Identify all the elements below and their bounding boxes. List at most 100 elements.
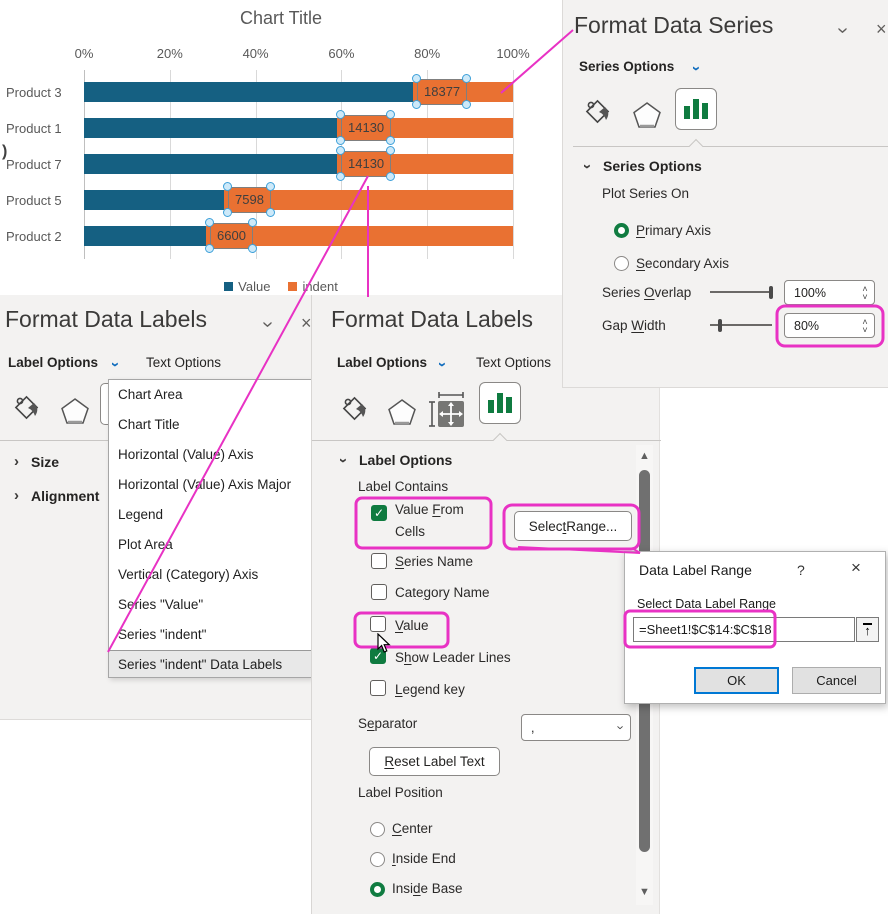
category-name-label[interactable]: Category Name <box>395 585 490 600</box>
menu-item-selected[interactable]: Series "indent" Data Labels <box>109 650 311 677</box>
menu-item[interactable]: Chart Title <box>118 417 180 432</box>
selection-handle[interactable] <box>223 182 232 191</box>
selection-handle[interactable] <box>386 136 395 145</box>
series-options-icon-selected[interactable] <box>675 88 717 130</box>
show-leader-lines-label[interactable]: Show Leader Lines <box>395 650 511 665</box>
selection-handle[interactable] <box>412 74 421 83</box>
category-label[interactable]: Product 1 <box>6 121 62 136</box>
series-overlap-slider-handle[interactable] <box>769 286 773 299</box>
chart-title[interactable]: Chart Title <box>239 8 323 28</box>
size-properties-icon[interactable] <box>429 392 467 433</box>
tab-label-options[interactable]: Label Options <box>337 355 428 370</box>
menu-item[interactable]: Plot Area <box>118 537 173 552</box>
select-range-button[interactable]: Selec t Range... <box>514 511 632 541</box>
value-checkbox[interactable] <box>370 616 386 632</box>
category-label[interactable]: Product 2 <box>6 229 62 244</box>
series-overlap-spinner[interactable]: 100% ˄ ˅ <box>784 280 875 305</box>
center-radio[interactable] <box>370 822 385 837</box>
menu-item[interactable]: Vertical (Category) Axis <box>118 567 259 582</box>
section-alignment[interactable]: Alignment <box>31 488 100 504</box>
selection-handle[interactable] <box>266 208 275 217</box>
selection-handle[interactable] <box>336 136 345 145</box>
legend-key-checkbox[interactable] <box>370 680 386 696</box>
value-from-cells-label[interactable]: Value From <box>395 502 464 517</box>
help-icon[interactable]: ? <box>797 562 805 578</box>
pane-close-icon[interactable]: × <box>301 313 312 333</box>
bar-segment-value[interactable] <box>84 118 337 138</box>
legend-key-label[interactable]: Legend key <box>395 682 465 697</box>
selection-handle[interactable] <box>462 74 471 83</box>
bar-segment-value[interactable] <box>84 190 224 210</box>
effects-icon[interactable] <box>60 397 90 430</box>
separator-dropdown[interactable]: , › <box>521 714 631 741</box>
bar-segment-value[interactable] <box>84 82 413 102</box>
show-leader-lines-checkbox[interactable] <box>370 648 386 664</box>
scroll-up-icon[interactable]: ▲ <box>639 450 650 462</box>
close-icon[interactable]: × <box>851 558 861 577</box>
bar-segment-value[interactable] <box>84 226 206 246</box>
chart-area[interactable]: Chart Title 0% 20% 40% 60% 80% 100% Product 3… <box>0 0 562 295</box>
section-size[interactable]: Size <box>31 454 60 470</box>
pane-options-chevron-icon[interactable]: › <box>256 321 279 328</box>
category-label[interactable]: Product 3 <box>6 85 62 100</box>
bar-segment-value[interactable] <box>84 154 337 174</box>
data-label[interactable]: 18377 <box>417 79 468 105</box>
spinner-arrows-icon[interactable]: ˄ ˅ <box>862 316 868 335</box>
category-label[interactable]: Product 7 <box>6 157 62 172</box>
section-series-options[interactable]: Series Options <box>603 158 702 174</box>
primary-axis-label[interactable]: Primary Axis <box>636 223 712 238</box>
fill-line-icon[interactable] <box>340 394 372 431</box>
effects-icon[interactable] <box>632 101 662 134</box>
selection-handle[interactable] <box>336 146 345 155</box>
fill-line-icon[interactable] <box>583 97 615 134</box>
tab-text-options[interactable]: Text Options <box>146 355 222 370</box>
menu-item[interactable]: Series "indent" <box>118 627 207 642</box>
menu-item[interactable]: Horizontal (Value) Axis <box>118 447 254 462</box>
inside-end-label[interactable]: Inside End <box>392 851 456 866</box>
selection-handle[interactable] <box>386 172 395 181</box>
selection-handle[interactable] <box>205 218 214 227</box>
selection-handle[interactable] <box>412 100 421 109</box>
tab-series-options[interactable]: Series Options <box>579 59 675 74</box>
legend-item[interactable]: indent <box>288 279 338 294</box>
data-label[interactable]: 6600 <box>210 223 253 249</box>
category-name-checkbox[interactable] <box>371 584 387 600</box>
data-label[interactable]: 14130 <box>341 151 392 177</box>
menu-item[interactable]: Horizontal (Value) Axis Major <box>118 477 292 492</box>
series-overlap-slider[interactable] <box>710 291 772 293</box>
gap-width-slider-handle[interactable] <box>718 319 722 332</box>
chevron-down-icon[interactable]: › <box>434 362 451 367</box>
inside-base-radio[interactable] <box>370 882 385 897</box>
chevron-right-icon[interactable]: › <box>14 487 19 504</box>
pane-options-chevron-icon[interactable]: › <box>831 27 854 34</box>
menu-item[interactable]: Series "Value" <box>118 597 204 612</box>
selection-handle[interactable] <box>266 182 275 191</box>
selection-handle[interactable] <box>336 110 345 119</box>
inside-base-label[interactable]: Inside Base <box>392 881 463 896</box>
series-name-checkbox[interactable] <box>371 553 387 569</box>
center-label[interactable]: Center <box>392 821 433 836</box>
category-label[interactable]: Product 5 <box>6 193 62 208</box>
series-name-label[interactable]: Series Name <box>395 554 474 569</box>
pane-close-icon[interactable]: × <box>876 19 887 39</box>
tab-label-options[interactable]: Label Options <box>8 355 99 370</box>
selection-handle[interactable] <box>386 110 395 119</box>
spinner-arrows-icon[interactable]: ˄ ˅ <box>862 283 868 302</box>
tab-text-options[interactable]: Text Options <box>476 355 552 370</box>
selection-handle[interactable] <box>205 244 214 253</box>
data-label[interactable]: 14130 <box>341 115 392 141</box>
selection-handle[interactable] <box>462 100 471 109</box>
selection-handle[interactable] <box>386 146 395 155</box>
chevron-down-icon[interactable]: › <box>579 164 596 169</box>
secondary-axis-radio[interactable] <box>614 256 629 271</box>
ok-button[interactable]: OK <box>694 667 779 694</box>
effects-icon[interactable] <box>387 398 417 431</box>
value-label[interactable]: Value <box>395 618 429 633</box>
chevron-down-icon[interactable]: › <box>335 458 352 463</box>
fill-line-icon[interactable] <box>12 393 44 430</box>
primary-axis-radio[interactable] <box>614 223 629 238</box>
gap-width-slider[interactable] <box>710 324 772 326</box>
gap-width-spinner[interactable]: 80% ˄ ˅ <box>784 313 875 338</box>
range-input[interactable]: =Sheet1!$C$14:$C$18 <box>633 617 855 642</box>
